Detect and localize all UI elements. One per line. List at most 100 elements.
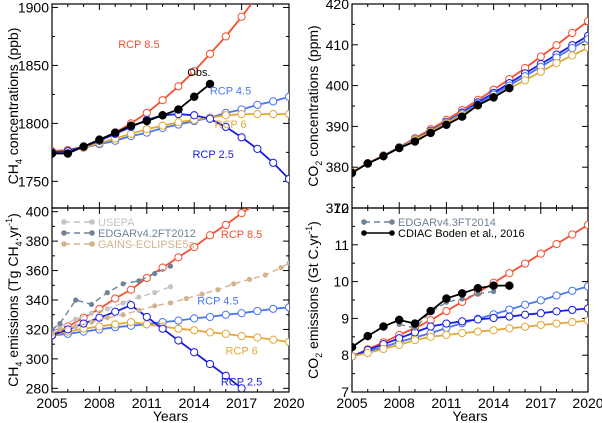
series-line-rcp-6 [52, 321, 289, 343]
data-point-rcp-6 [142, 320, 151, 329]
data-point-rcp-6 [158, 121, 167, 130]
data-point-rcp-8-5 [221, 32, 230, 41]
series-annotation: RCP 4.5 [197, 295, 238, 307]
data-point-gains-eclipse5a [52, 331, 55, 337]
data-point-obs [457, 112, 467, 121]
data-point-rcp-6 [352, 352, 357, 361]
data-point-rcp-4-5 [536, 296, 545, 305]
data-point-cdiac-boden-et-al-2016 [426, 306, 435, 316]
data-point-rcp-8-5 [237, 209, 246, 218]
y-label-superscript: -1 [4, 218, 14, 226]
data-point-rcp-8-5 [221, 220, 230, 230]
x-tick-label: 2017 [226, 395, 257, 411]
x-tick-label: 2005 [336, 395, 367, 411]
data-point-rcp-8-5 [442, 306, 451, 316]
data-point-rcp-8-5 [190, 242, 199, 252]
data-point-usepa [136, 294, 142, 300]
y-label-text: CH [5, 367, 21, 387]
data-point-rcp-8-5 [583, 220, 588, 230]
data-point-obs [63, 149, 73, 158]
data-point-rcp-8-5 [536, 52, 545, 61]
legend-marker [89, 230, 95, 236]
data-point-rcp-2-5 [489, 313, 498, 323]
data-point-rcp-6 [520, 76, 530, 85]
y-label-text: ) [5, 213, 21, 218]
data-point-rcp-6 [142, 125, 151, 134]
y-tick-label: 10 [333, 274, 349, 290]
data-point-rcp-8-5 [552, 41, 561, 50]
data-point-rcp-8-5 [126, 285, 136, 294]
data-point-rcp-4-5 [253, 306, 262, 316]
data-point-rcp-8-5 [158, 96, 167, 105]
y-tick-label: 370 [326, 200, 350, 216]
legend-marker [61, 219, 67, 225]
data-point-obs [410, 137, 420, 146]
data-point-rcp-2-5 [126, 301, 136, 310]
data-point-rcp-8-5 [142, 108, 151, 118]
data-point-rcp-4-5 [269, 304, 278, 313]
series-group [352, 17, 588, 178]
data-point-rcp-6 [253, 333, 262, 342]
y-label-text: emissions (Gt C.yr [305, 233, 321, 352]
data-point-rcp-6 [426, 332, 435, 341]
legend-label: GAINS-ECLIPSE5a [98, 239, 195, 251]
y-tick-label: 300 [26, 351, 50, 367]
data-point-rcp-6 [284, 337, 289, 347]
data-point-rcp-6 [190, 326, 199, 335]
data-point-rcp-6 [221, 329, 230, 338]
data-point-gains-eclipse5a [57, 326, 63, 333]
data-point-rcp-4-5 [552, 291, 561, 300]
data-point-rcp-4-5 [583, 282, 588, 291]
data-point-rcp-8-5 [552, 239, 561, 249]
data-point-rcp-4-5 [568, 286, 577, 295]
data-point-rcp-2-5 [505, 312, 514, 321]
x-tick-label: 2014 [478, 395, 509, 411]
data-point-rcp-6 [473, 327, 482, 336]
y-tick-label: 400 [26, 204, 50, 220]
data-point-rcp-8-5 [583, 17, 588, 26]
data-point-rcp-6 [363, 348, 372, 358]
series-annotation: RCP 2.5 [192, 149, 233, 161]
data-point-rcp-4-5 [253, 100, 262, 109]
legend-label: USEPA [98, 217, 135, 229]
x-tick-label: 2008 [84, 395, 115, 411]
data-point-cdiac-boden-et-al-2016 [410, 319, 420, 328]
data-point-rcp-2-5 [552, 307, 561, 316]
y-tick-label: 1750 [18, 173, 49, 189]
data-point-obs [174, 105, 183, 114]
data-point-rcp-2-5 [284, 174, 289, 184]
y-axis-label: CH4 emissions (Tg CH4.yr-1) [4, 213, 24, 387]
data-point-rcp-6 [126, 317, 136, 327]
legend-marker [89, 241, 95, 247]
data-point-rcp-2-5 [205, 114, 215, 123]
data-point-rcp-2-5 [95, 313, 104, 322]
data-point-rcp-2-5 [237, 384, 246, 392]
series-group [52, 208, 289, 392]
data-point-gains-eclipse5a [104, 315, 110, 321]
y-tick-label: 1850 [18, 57, 49, 73]
data-point-rcp-2-5 [426, 322, 435, 331]
data-point-rcp-8-5 [142, 273, 151, 283]
data-point-edgarv4-3ft2014 [459, 296, 465, 302]
data-point-rcp-6 [205, 328, 215, 337]
series-annotation: RCP 8.5 [221, 229, 262, 241]
data-point-rcp-8-5 [520, 259, 530, 268]
data-point-rcp-2-5 [269, 158, 278, 167]
data-point-rcp-6 [253, 110, 262, 119]
data-point-usepa [73, 316, 79, 322]
y-label-subscript: 4 [14, 241, 24, 246]
data-point-rcp-6 [174, 324, 183, 333]
series-annotation: Obs. [187, 67, 210, 79]
data-point-rcp-2-5 [63, 325, 72, 334]
legend-label: EDGARv4.3FT2014 [398, 217, 496, 229]
data-point-gains-eclipse5a [262, 272, 268, 278]
data-point-edgarv4-2ft2012 [57, 320, 63, 327]
panel-co2-emissions: 2005 2008 2011 2014 2017 2020 Years 7 8 9 10 11 12 CO… [304, 200, 602, 423]
data-point-edgarv4-2ft2012 [152, 270, 158, 277]
data-point-obs [363, 159, 372, 168]
y-tick-label: 410 [326, 37, 350, 53]
data-point-rcp-8-5 [174, 253, 183, 262]
x-tick-label: 2005 [36, 395, 67, 411]
y-label-text: CO [305, 166, 321, 187]
y-label-text: CH [5, 164, 21, 184]
